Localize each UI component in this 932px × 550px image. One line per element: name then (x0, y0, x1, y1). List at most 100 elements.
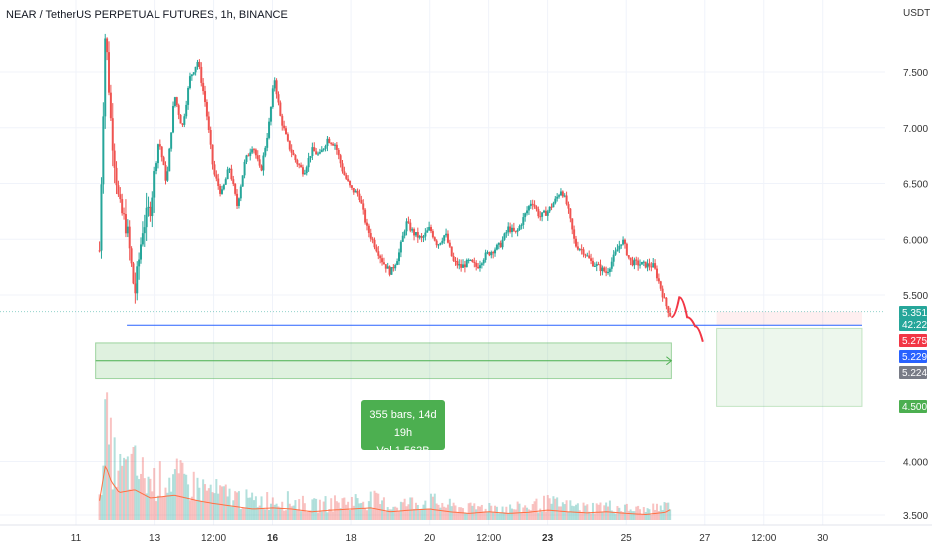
volume-bar (243, 507, 246, 520)
volume-bar (369, 491, 372, 520)
candle-body (141, 233, 144, 245)
candle-body (495, 244, 498, 250)
volume-bar (317, 512, 320, 520)
volume-bar (544, 511, 547, 520)
candle-body (123, 213, 126, 215)
candle-body (258, 159, 261, 166)
time-tick-label: 11 (71, 533, 82, 544)
candle-body (462, 264, 465, 268)
volume-bar (599, 502, 602, 520)
drawing-overlays[interactable] (0, 296, 885, 407)
candle-body (283, 125, 286, 129)
candle-body (128, 226, 131, 249)
candle-body (463, 264, 466, 268)
volume-bar (644, 511, 647, 520)
volume-bar (392, 506, 395, 520)
volume-bar (254, 496, 257, 520)
candle-body (170, 132, 173, 149)
volume-bar (494, 505, 497, 520)
candle-body (311, 147, 314, 156)
volume-bar (115, 486, 118, 520)
volume-bar (590, 513, 593, 520)
candle-body (516, 230, 519, 232)
currency-label: USDT (903, 8, 930, 19)
volume-bar (158, 461, 161, 520)
stop-zone-box (716, 311, 862, 326)
candle-body (277, 94, 280, 103)
candle-body (659, 281, 662, 289)
time-axis[interactable]: 11 13 12:00 16 18 20 12:00 23 25 27 12:00 30 (0, 524, 932, 544)
candle-body (559, 191, 562, 196)
volume-bar (620, 511, 623, 520)
volume-bar (409, 497, 412, 520)
price-tag (899, 334, 927, 347)
candle-body (228, 168, 231, 170)
volume-bar (446, 504, 449, 520)
candle-body (298, 164, 301, 166)
candle-body (307, 157, 310, 168)
volume-bar (230, 506, 233, 520)
candle-body (456, 261, 459, 266)
candle-body (445, 233, 448, 236)
volume-bar (315, 498, 318, 520)
candle-body (172, 106, 175, 133)
volume-bar (533, 501, 536, 520)
candle-body (401, 235, 404, 242)
volume-bar (450, 506, 453, 520)
candle-body (292, 152, 295, 156)
volume-bar (252, 500, 255, 520)
candle-body (446, 233, 449, 243)
volume-bar (241, 507, 244, 520)
volume-bar (188, 500, 191, 520)
volume-bar (437, 504, 440, 520)
candle-body (138, 259, 141, 267)
volume-bar (463, 512, 466, 520)
volume-bar (300, 511, 303, 520)
candle-body (215, 174, 218, 179)
candle-body (109, 92, 112, 119)
volume-bar (650, 514, 653, 520)
candle-body (669, 312, 672, 317)
volume-bar (558, 506, 561, 520)
candle-body (241, 175, 244, 187)
volume-bar (192, 471, 195, 520)
price-axis[interactable]: 7.500 7.000 6.500 6.000 5.500 4.000 3.500 USDT (903, 8, 930, 522)
volume-bar (239, 509, 242, 520)
volume-bar (132, 447, 135, 520)
candle-body (595, 264, 598, 267)
volume-bar (542, 495, 545, 520)
volume-bar (128, 489, 131, 520)
volume-bar (559, 506, 562, 520)
candle-body (465, 259, 468, 268)
candle-body (527, 206, 530, 211)
volume-bar (663, 502, 666, 520)
candle-body (166, 171, 169, 181)
volume-bar (629, 509, 632, 520)
volume-bar (556, 497, 559, 520)
candle-body (503, 233, 506, 240)
candle-body (460, 264, 463, 268)
candle-body (245, 155, 248, 162)
volume-bar (285, 510, 288, 520)
price-tag (899, 366, 927, 379)
candle-body (473, 261, 476, 264)
volume-bar (433, 493, 436, 520)
volume-bar (226, 496, 229, 520)
candle-body (147, 206, 150, 208)
volume-bar (269, 503, 272, 520)
measure-arrow-head (666, 356, 673, 366)
candle-body (232, 179, 235, 184)
candle-body (320, 149, 323, 153)
volume-bar (529, 510, 532, 520)
candle-body (541, 212, 544, 217)
candle-body (290, 149, 293, 153)
volume-bar (414, 502, 417, 520)
candle-body (115, 167, 118, 186)
candle-body (360, 199, 363, 204)
time-tick-label: 23 (542, 533, 554, 544)
volume-bar (222, 486, 225, 520)
volume-bar (354, 494, 357, 520)
candle-body (586, 255, 589, 257)
volume-bar (554, 498, 557, 520)
